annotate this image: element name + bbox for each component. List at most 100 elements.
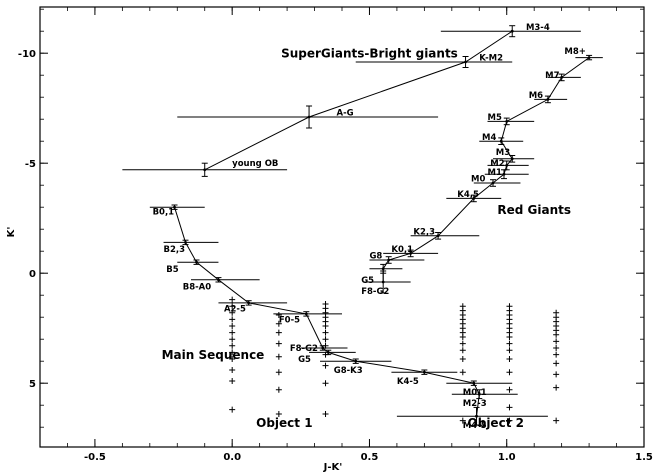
red-giant-point [510, 157, 514, 161]
main-sequence-point-label: M0-1 [463, 388, 487, 398]
main-sequence-point-label: M4-5 [463, 421, 487, 431]
red-giant-point [472, 197, 476, 200]
red-giant-point-label: M2 [490, 159, 504, 169]
object2-marker [506, 356, 513, 362]
object1-marker [275, 340, 282, 347]
main-sequence-point-label: M2-3 [463, 399, 487, 409]
red-giant-point-label: M4 [482, 133, 496, 143]
red-giant-point-label: M6 [529, 91, 543, 101]
object1-marker [229, 316, 236, 323]
object2-marker [459, 369, 466, 376]
object1-marker [229, 356, 236, 362]
object1-marker [229, 303, 236, 310]
main-sequence-point [247, 301, 251, 305]
supergiant-point-label: M3-4 [526, 23, 550, 33]
object2-marker [553, 345, 560, 351]
object2-marker [506, 347, 513, 354]
object1-marker [322, 336, 329, 343]
red-giant-point-label: K0,1 [391, 245, 413, 255]
main-sequence-point [304, 312, 308, 316]
annotation: SuperGiants-Bright giants [281, 47, 458, 61]
object1-marker [322, 342, 329, 349]
red-giant-point-label: M0 [471, 175, 485, 185]
object1-marker [229, 349, 236, 356]
red-giant-point [587, 56, 591, 59]
object1-marker [229, 296, 236, 303]
red-giant-point-label: M8+ [564, 47, 586, 57]
object1-marker [322, 380, 329, 387]
x-tick-label: 1.0 [498, 452, 516, 463]
main-sequence-point [217, 278, 220, 282]
object2-marker [459, 334, 466, 340]
supergiant-point [510, 29, 514, 33]
red-giant-point [502, 172, 506, 176]
object1-marker [322, 362, 329, 369]
red-giant-point [491, 181, 495, 185]
y-tick-label: -10 [18, 49, 36, 60]
main-sequence-point-label: K4-5 [397, 377, 419, 387]
red-giant-point-label: M5 [488, 113, 502, 123]
main-sequence-point [326, 351, 330, 354]
main-sequence-point-label: A2-5 [224, 304, 246, 314]
object1-marker [275, 320, 282, 327]
main-sequence-point-label: F8-G2 [290, 344, 318, 354]
red-giant-point [560, 76, 564, 79]
main-sequence-point [354, 359, 358, 363]
supergiant-point [464, 60, 467, 64]
object1-marker [275, 353, 282, 360]
red-giant-point [381, 280, 385, 284]
object1-marker [275, 386, 282, 393]
red-giant-point-label: K2,3 [413, 227, 435, 237]
object1-marker [229, 367, 236, 373]
object2-marker [506, 417, 513, 424]
object2-marker [553, 331, 560, 338]
red-giant-line [382, 57, 590, 282]
annotation: Main Sequence [162, 348, 265, 362]
object1-marker [229, 406, 236, 413]
object2-marker [506, 404, 513, 411]
red-giant-point-label: M3 [496, 148, 510, 158]
object1-marker [229, 378, 236, 384]
object2-marker [506, 340, 513, 347]
annotation: Red Giants [497, 203, 571, 217]
red-giant-point-label: M1 [488, 168, 502, 178]
object2-marker [459, 347, 466, 354]
red-giant-point-label: G5 [361, 276, 374, 286]
y-axis-label: K' [6, 227, 17, 238]
chart-series [122, 25, 603, 426]
main-sequence-point [321, 346, 325, 350]
y-tick-label: 5 [29, 379, 36, 390]
object2-marker [553, 371, 560, 378]
y-tick-label: 0 [29, 269, 36, 280]
object2-marker [553, 351, 560, 358]
main-sequence-point [422, 370, 426, 374]
chart-labels: young OB A-G K-M2 M3-4 B0,1 B2,3 B5 B8-A0 A2-5 F0… [153, 23, 586, 431]
object1-marker [322, 329, 329, 336]
main-sequence-point-label: B8-A0 [183, 282, 211, 292]
object2-marker [553, 417, 560, 424]
red-giant-point [436, 234, 440, 238]
x-tick-label: -0.5 [84, 452, 106, 463]
supergiant-point [307, 115, 311, 119]
x-axis-label: J-K' [323, 462, 343, 473]
object2-marker [459, 417, 466, 424]
axis-ticks: -0.5 0.0 0.5 1.0 1.5 -10 -5 0 5 [18, 7, 653, 463]
supergiant-point-label: K-M2 [479, 54, 503, 64]
object1-marker [322, 323, 329, 329]
object1-marker [275, 411, 282, 417]
object2-marker [553, 384, 560, 391]
supergiant-point-label: A-G [337, 109, 354, 119]
annotation: Object 2 [468, 416, 524, 430]
supergiant-point [203, 168, 207, 172]
main-sequence-point-label: B5 [166, 265, 178, 275]
object2-marker [459, 356, 466, 362]
object1-marker [229, 323, 236, 329]
main-sequence-point [184, 241, 187, 244]
red-giant-point [387, 258, 391, 262]
main-sequence-point [195, 260, 198, 264]
x-tick-label: 0.5 [361, 452, 379, 463]
red-giant-point [505, 164, 509, 167]
red-giant-point [546, 98, 550, 101]
supergiant-point-label: young OB [232, 159, 278, 169]
